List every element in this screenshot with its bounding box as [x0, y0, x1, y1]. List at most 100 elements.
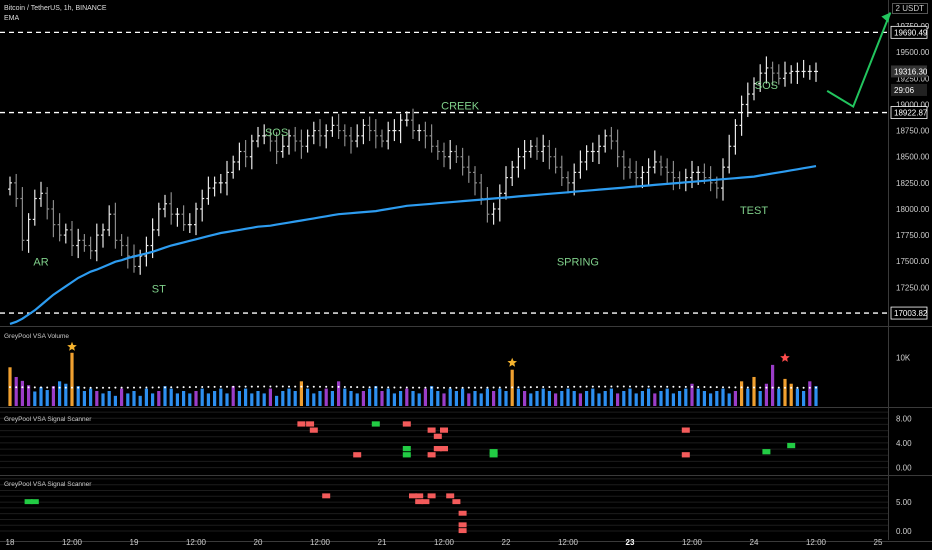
price-tick-label: 19500.00	[896, 48, 930, 57]
volume-bar	[39, 387, 43, 406]
scanner-signal-cell	[297, 421, 306, 427]
volume-bar	[250, 393, 254, 406]
volume-ma-dot	[393, 386, 396, 389]
volume-bar	[715, 391, 719, 406]
volume-bar	[597, 393, 601, 406]
volume-ma-dot	[517, 386, 520, 389]
scanner-signal-cell	[489, 449, 498, 455]
volume-bar	[399, 391, 403, 406]
scanner-tick-label: 0.00	[896, 464, 912, 473]
volume-ma-dot	[616, 385, 619, 388]
volume-ma-dot	[777, 386, 780, 389]
volume-ma-dot	[678, 385, 681, 388]
volume-ma-dot	[430, 386, 433, 389]
volume-ma-dot	[449, 386, 452, 389]
volume-ma-dot	[9, 386, 11, 389]
volume-bar	[70, 352, 74, 406]
volume-tick-label: 10K	[896, 354, 911, 363]
volume-bar	[653, 393, 657, 406]
volume-ma-dot	[374, 386, 377, 389]
volume-ma-dot	[548, 385, 551, 388]
volume-bar	[572, 391, 576, 406]
volume-ma-dot	[709, 386, 712, 389]
scanner-signal-cell	[458, 522, 467, 528]
price-tick-label: 18750.00	[896, 127, 930, 136]
volume-bar	[585, 391, 589, 406]
volume-bar	[554, 393, 558, 406]
volume-ma-dot	[424, 386, 427, 389]
volume-ma-dot	[126, 386, 129, 389]
volume-bar	[665, 388, 669, 406]
volume-bar	[808, 381, 812, 406]
volume-bar	[758, 391, 762, 406]
scanner-signal-cell	[440, 427, 448, 433]
volume-bar	[101, 393, 105, 406]
volume-ma-dot	[40, 386, 42, 389]
level-tag	[890, 306, 928, 320]
wyckoff-annotation: SOS	[755, 80, 778, 92]
price-scale-unit[interactable]: 2 USDT	[891, 3, 928, 14]
volume-bar	[709, 393, 713, 406]
scanner-signal-cell	[489, 452, 498, 458]
volume-bar	[535, 391, 539, 406]
volume-bar	[380, 391, 384, 406]
volume-bar	[188, 393, 192, 406]
volume-bar	[461, 388, 465, 406]
volume-bar	[200, 388, 204, 406]
projection-arrow	[826, 12, 892, 109]
volume-ma-dot	[226, 385, 228, 388]
volume-ma-dot	[188, 386, 191, 389]
volume-ma-dot	[114, 386, 117, 389]
volume-bar	[671, 393, 675, 406]
volume-bar	[740, 381, 744, 406]
level-tag	[890, 25, 928, 39]
time-tick-label: 12:00	[62, 538, 83, 547]
volume-ma-dot	[232, 385, 235, 388]
volume-ma-dot	[765, 386, 768, 389]
volume-ma-dot	[139, 386, 142, 389]
scanner-signal-cell	[306, 421, 315, 427]
volume-bar	[374, 386, 378, 406]
time-tick-label: 12:00	[682, 538, 703, 547]
volume-ma-dot	[269, 385, 272, 388]
volume-bar	[51, 386, 55, 406]
volume-ma-dot	[133, 386, 135, 389]
scanner-signal-cell	[402, 452, 411, 458]
volume-bar	[293, 391, 297, 406]
volume-ma-dot	[275, 385, 278, 388]
volume-ma-dot	[337, 385, 340, 388]
scanner-signal-cell	[452, 499, 461, 505]
volume-bar	[213, 391, 217, 406]
volume-bar	[541, 388, 545, 406]
scanner-signal-cell	[762, 449, 771, 455]
volume-bar	[634, 393, 638, 406]
scanner-signal-cell	[440, 446, 448, 452]
volume-bar	[113, 395, 117, 406]
volume-ma-dot	[598, 385, 600, 388]
volume-ma-dot	[629, 385, 631, 388]
scanner-signal-cell	[446, 493, 455, 499]
scanner-signal-cell	[415, 493, 424, 499]
volume-bar	[318, 391, 322, 406]
scanner-signal-cell	[322, 493, 331, 499]
level-tag-label: 18922.87	[894, 109, 928, 118]
scanner-signal-cell	[402, 421, 411, 427]
volume-ma-dot	[182, 386, 185, 389]
price-tag-label: 29:06	[894, 86, 915, 95]
wyckoff-annotation: TEST	[740, 205, 768, 217]
volume-bar	[225, 393, 229, 406]
volume-bar	[169, 388, 173, 406]
volume-ma-dot	[238, 385, 241, 388]
symbol-title: Bitcoin / TetherUS, 1h, BINANCE	[4, 5, 107, 12]
time-tick-label: 12:00	[310, 538, 331, 547]
time-tick-label: 12:00	[558, 538, 579, 547]
volume-ma-dot	[641, 385, 644, 388]
volume-ma-dot	[746, 386, 749, 389]
volume-bar	[324, 388, 328, 406]
volume-bar	[27, 385, 31, 406]
volume-star	[67, 341, 77, 351]
volume-ma-dot	[567, 385, 569, 388]
volume-bar	[454, 391, 458, 406]
volume-ma-dot	[319, 385, 321, 388]
